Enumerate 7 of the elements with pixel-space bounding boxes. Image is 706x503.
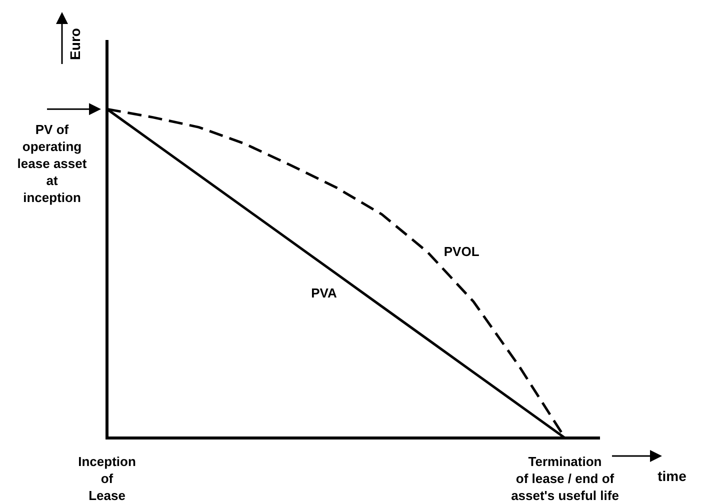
x-tick-label: Termination of lease / end of asset's useful life (511, 454, 619, 503)
text: PV of operating lease asset at inception (17, 122, 88, 206)
x-tick-label: Inception of Lease (78, 454, 136, 503)
series-label: PVA (311, 286, 338, 301)
series-label: PVOL (444, 244, 480, 260)
y-axis-title: Euro (67, 28, 83, 60)
x-axis-title: time (658, 468, 687, 484)
